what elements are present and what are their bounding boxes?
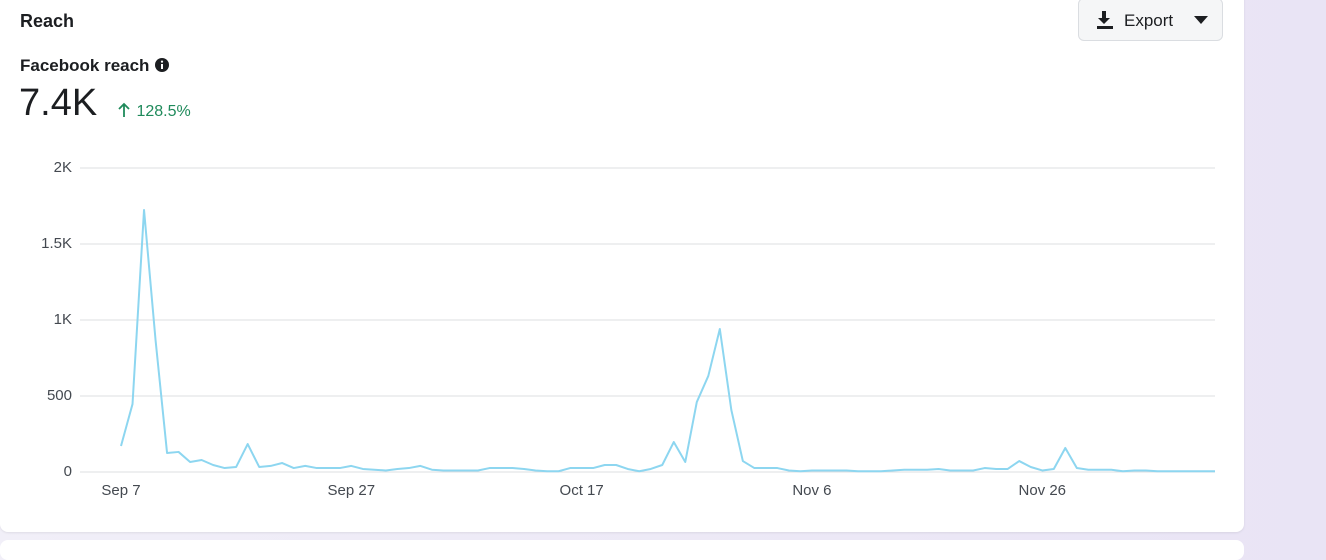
card (0, 0, 1244, 532)
x-tick-label: Sep 27 (328, 482, 376, 499)
metric-label-text: Facebook reach (20, 56, 150, 75)
change-text: 128.5% (136, 103, 191, 120)
next-card (0, 540, 1244, 560)
y-tick-label: 0 (64, 463, 72, 480)
section-title: Reach (20, 11, 75, 31)
metric-value: 7.4K (19, 82, 98, 124)
x-tick-label: Nov 26 (1018, 482, 1066, 499)
y-tick-label: 500 (47, 387, 72, 404)
caret (1194, 16, 1208, 24)
page: Reach Export Facebook reach 7.4K 128.5% … (0, 0, 1326, 548)
info-icon[interactable] (154, 57, 170, 73)
metric-change: 128.5% (116, 102, 191, 121)
y-tick-label: 2K (54, 159, 72, 176)
x-tick-label: Oct 17 (560, 482, 604, 499)
x-tick-label: Nov 6 (792, 482, 831, 499)
download-icon (1097, 11, 1113, 29)
up-arrow (118, 102, 130, 117)
y-tick-label: 1K (54, 311, 72, 328)
export-label[interactable]: Export (1124, 11, 1174, 30)
data-line (120, 208, 1215, 473)
metric-label: Facebook reach (20, 56, 170, 76)
export-button[interactable]: Export (1078, 0, 1223, 41)
x-tick-label: Sep 7 (101, 482, 140, 499)
y-tick-label: 1.5K (41, 235, 72, 252)
chart: 0 500 1K 1.5K 2K Sep 7 Sep 27 Oct 17 Nov 6 Nov 26 (41, 159, 1215, 499)
